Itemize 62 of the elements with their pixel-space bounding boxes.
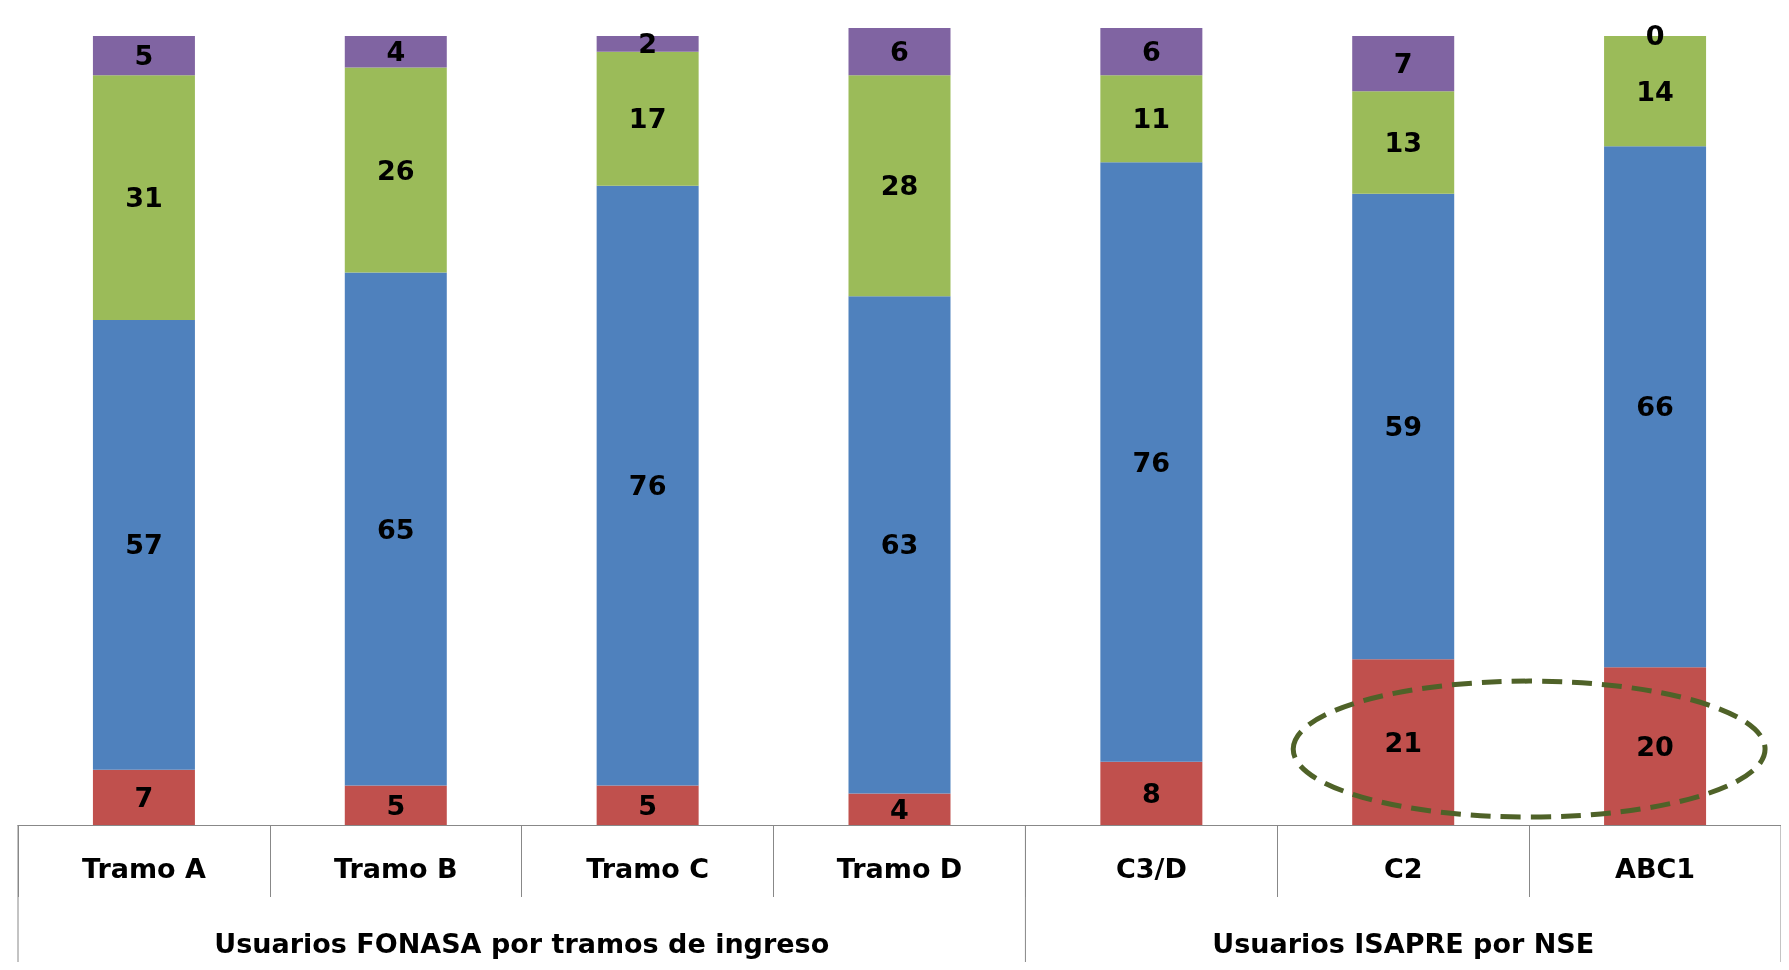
bar — [848, 296, 951, 794]
data-label: 31 — [125, 182, 163, 214]
x-tick-label: Tramo B — [333, 853, 458, 884]
data-label: 57 — [125, 529, 163, 561]
bar — [92, 319, 195, 770]
bar — [1604, 667, 1707, 825]
bar — [92, 769, 195, 825]
bar — [596, 185, 699, 786]
bar — [596, 785, 699, 825]
bar — [1100, 761, 1203, 825]
x-tick-label: C2 — [1383, 853, 1423, 884]
data-label: 17 — [628, 103, 667, 135]
data-label: 7 — [134, 781, 154, 813]
text: Usuarios FONASA por tramos de ingreso — [214, 927, 830, 959]
data-label: 66 — [1636, 391, 1674, 423]
bar — [1352, 91, 1455, 194]
data-label: 7 — [1393, 48, 1413, 80]
data-label: 4 — [890, 793, 909, 825]
data-label: 65 — [377, 513, 415, 545]
data-label: 26 — [377, 154, 415, 186]
bar — [92, 35, 195, 76]
data-label: 8 — [1141, 777, 1161, 809]
data-label: 20 — [1636, 730, 1674, 762]
x-tick-label: Tramo D — [836, 853, 963, 884]
data-label: 6 — [1141, 36, 1161, 68]
bar — [344, 67, 447, 273]
data-label: 76 — [1132, 446, 1171, 478]
data-label: 13 — [1384, 126, 1422, 158]
bar — [596, 51, 699, 186]
data-label: 4 — [386, 36, 406, 68]
bar — [1100, 162, 1203, 762]
x-tick-label: C3/D — [1115, 853, 1187, 884]
bar — [1100, 75, 1203, 163]
text: Usuarios ISAPRE por NSE — [1212, 927, 1595, 959]
data-label: 63 — [880, 529, 919, 561]
data-label: 6 — [890, 36, 909, 68]
data-label: 59 — [1384, 411, 1422, 442]
data-label: 21 — [1384, 726, 1422, 758]
bar — [1352, 193, 1455, 660]
bar — [344, 35, 447, 68]
bar — [92, 75, 195, 320]
data-label: 14 — [1636, 75, 1674, 107]
data-label: 76 — [628, 470, 667, 502]
bar — [848, 28, 951, 76]
bar — [1352, 35, 1455, 92]
bar — [848, 793, 951, 825]
x-tick-label: Tramo C — [586, 853, 710, 884]
bar — [1100, 28, 1203, 76]
bar — [344, 272, 447, 786]
data-label: 11 — [1132, 103, 1171, 135]
bar — [596, 35, 699, 52]
x-tick-label: ABC1 — [1615, 853, 1696, 884]
bar — [848, 75, 951, 297]
data-label: 28 — [880, 170, 919, 202]
bar — [1604, 146, 1707, 668]
data-label: 5 — [638, 789, 658, 821]
data-label: 5 — [386, 789, 406, 821]
data-label: 5 — [134, 40, 154, 72]
bar — [1352, 659, 1455, 825]
x-tick-label: Tramo A — [81, 853, 207, 884]
bar — [344, 785, 447, 825]
data-label: 2 — [638, 28, 658, 60]
